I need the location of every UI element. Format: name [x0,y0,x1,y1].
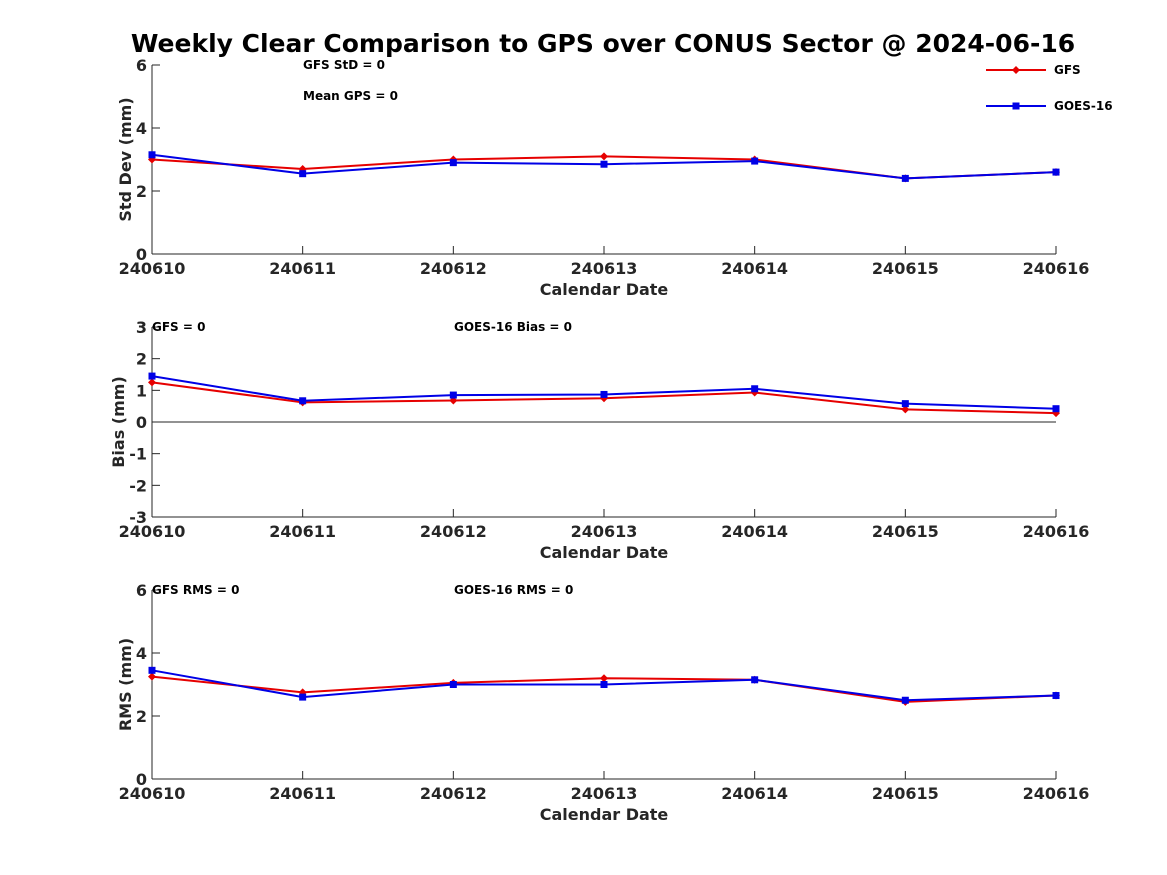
y-tick-label: 6 [136,581,147,600]
x-tick-label: 240610 [119,784,186,803]
y-tick-label: 0 [136,245,147,264]
legend-entry: GOES-16 [986,99,1113,113]
y-tick-label: 2 [136,707,147,726]
legend-marker [1012,102,1020,110]
data-point [751,157,759,165]
y-axis-label: RMS (mm) [116,638,135,731]
data-point [148,378,156,387]
data-point [148,372,156,380]
x-tick-label: 240611 [269,784,336,803]
series-gfs [148,672,1060,706]
data-point [449,391,457,399]
panel-1: 0 2 4 6 240610 240611 240612 240613 240614 240615… [116,56,1089,299]
chart-title: Weekly Clear Comparison to GPS over CONU… [131,29,1075,58]
y-axis-label: Std Dev (mm) [116,97,135,221]
legend-entry: GFS [986,63,1081,77]
data-point [901,696,909,704]
data-point [901,174,909,182]
data-point [901,400,909,408]
y-tick-label: 6 [136,56,147,75]
x-tick-label: 240610 [119,259,186,278]
data-point [751,385,759,393]
data-point [600,390,608,398]
y-tick-label: 0 [136,413,147,432]
x-tick-label: 240616 [1023,259,1090,278]
y-tick-label: 4 [136,119,147,138]
data-point [148,672,156,681]
y-tick-label: -1 [129,445,147,464]
y-tick-label: 2 [136,350,147,369]
x-tick-label: 240614 [721,522,788,541]
data-point [1052,405,1060,413]
data-point [148,151,156,159]
y-tick-label: 1 [136,381,147,400]
x-tick-label: 240613 [571,522,638,541]
y-tick-label: 0 [136,770,147,789]
data-point [299,170,307,178]
data-point [751,676,759,684]
x-tick-label: 240612 [420,522,487,541]
stat-annotation: GFS = 0 [152,320,205,334]
data-point [299,693,307,701]
y-tick-label: -3 [129,508,147,527]
stat-annotation: GOES-16 RMS = 0 [454,583,573,597]
x-axis-label: Calendar Date [540,280,669,299]
x-tick-label: 240614 [721,784,788,803]
legend-label: GFS [1054,63,1081,77]
series-goes-16 [148,151,1060,182]
legend-label: GOES-16 [1054,99,1113,113]
series-goes-16 [148,372,1060,413]
x-axis-label: Calendar Date [540,805,669,824]
data-point [299,397,307,405]
x-tick-label: 240613 [571,784,638,803]
data-point [449,159,457,167]
stat-annotation: GFS StD = 0 [303,58,385,72]
x-tick-label: 240610 [119,522,186,541]
x-tick-label: 240616 [1023,784,1090,803]
data-point [600,674,608,683]
legend-marker [1012,66,1020,74]
x-tick-label: 240616 [1023,522,1090,541]
y-tick-label: 2 [136,182,147,201]
stat-annotation: Mean GPS = 0 [303,89,398,103]
data-point [449,681,457,688]
x-tick-label: 240611 [269,522,336,541]
data-point [1052,692,1060,700]
x-tick-label: 240612 [420,259,487,278]
data-point [1052,168,1060,176]
data-point [600,160,608,168]
x-tick-label: 240613 [571,259,638,278]
stat-annotation: GFS RMS = 0 [152,583,239,597]
data-point [148,666,156,674]
x-tick-label: 240615 [872,259,939,278]
panel-3: 0 2 4 6 240610 240611 240612 240613 240614 240615… [116,581,1089,824]
stat-annotation: GOES-16 Bias = 0 [454,320,572,334]
x-tick-label: 240612 [420,784,487,803]
x-tick-label: 240611 [269,259,336,278]
x-tick-label: 240614 [721,259,788,278]
data-point [600,681,608,688]
y-tick-label: 3 [136,318,147,337]
y-tick-label: -2 [129,476,147,495]
x-axis-label: Calendar Date [540,543,669,562]
x-tick-label: 240615 [872,784,939,803]
data-point [600,152,608,161]
y-tick-label: 4 [136,644,147,663]
y-axis-label: Bias (mm) [109,376,128,468]
series-goes-16 [148,666,1060,704]
data-point [901,405,910,414]
panel-2: -3 -2 -1 0 1 2 3 240610 240611 240612 240613 240614… [109,318,1089,562]
x-tick-label: 240615 [872,522,939,541]
legend: GFS GOES-16 [986,63,1113,113]
